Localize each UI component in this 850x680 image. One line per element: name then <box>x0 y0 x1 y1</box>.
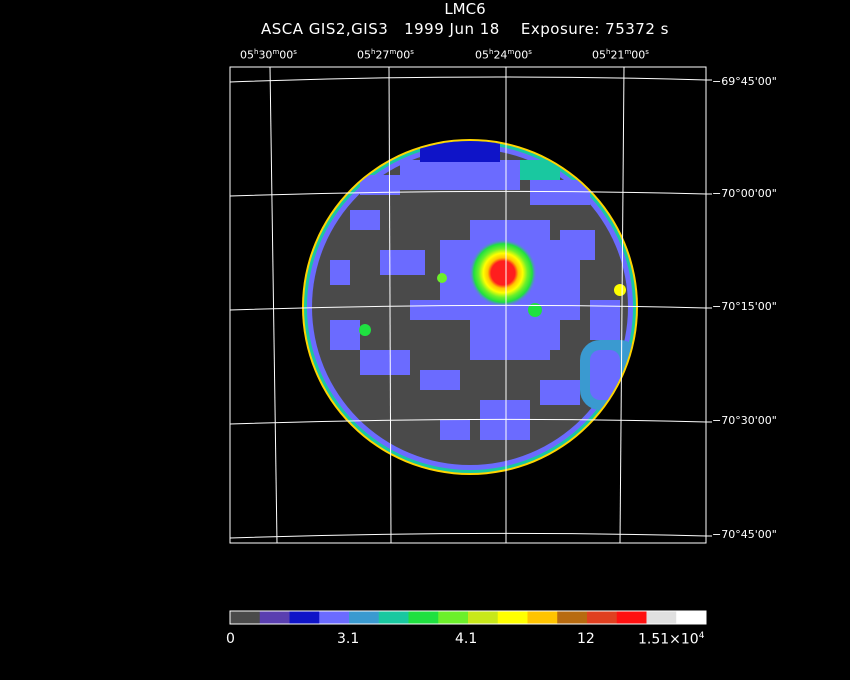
dec-label-3: −70°15'00" <box>712 300 777 313</box>
colorbar-swatch <box>527 611 558 624</box>
colorbar-label-1: 3.1 <box>337 631 360 647</box>
dec-label-4: −70°30'00" <box>712 414 777 427</box>
title-object: LMC6 <box>444 0 486 18</box>
colorbar-label-2: 4.1 <box>455 631 478 647</box>
detector-field <box>302 139 638 475</box>
colorbar-swatch <box>408 611 439 624</box>
colorbar-swatch <box>497 611 528 624</box>
colorbar-swatch <box>319 611 350 624</box>
colorbar-swatch <box>438 611 469 624</box>
central-source <box>469 239 537 307</box>
colorbar-swatch <box>468 611 499 624</box>
colorbar-swatch <box>259 611 290 624</box>
colorbar-swatch <box>378 611 409 624</box>
ra-label-1: 05h30m00s <box>240 48 297 62</box>
colorbar-swatch <box>676 611 707 624</box>
colorbar-swatch <box>616 611 647 624</box>
colorbar-swatch <box>289 611 320 624</box>
colorbar <box>230 611 707 624</box>
ra-label-3: 05h24m00s <box>475 48 532 62</box>
colorbar-swatch <box>230 611 261 624</box>
dec-label-2: −70°00'00" <box>712 187 777 200</box>
colorbar-label-3: 12 <box>577 631 595 647</box>
ra-label-2: 05h27m00s <box>357 48 414 62</box>
dec-label-1: −69°45'00" <box>712 75 777 88</box>
dec-label-5: −70°45'00" <box>712 528 777 541</box>
colorbar-swatch <box>349 611 380 624</box>
ra-label-4: 05h21m00s <box>592 48 649 62</box>
colorbar-label-4: 1.51×104 <box>638 631 705 648</box>
colorbar-swatch <box>557 611 588 624</box>
colorbar-swatch <box>587 611 618 624</box>
colorbar-swatch <box>646 611 677 624</box>
coordinate-grid <box>229 66 707 544</box>
title-info: ASCA GIS2,GIS3 1999 Jun 18 Exposure: 753… <box>261 20 669 38</box>
colorbar-label-0: 0 <box>226 631 235 647</box>
dec-ticks <box>706 79 712 537</box>
